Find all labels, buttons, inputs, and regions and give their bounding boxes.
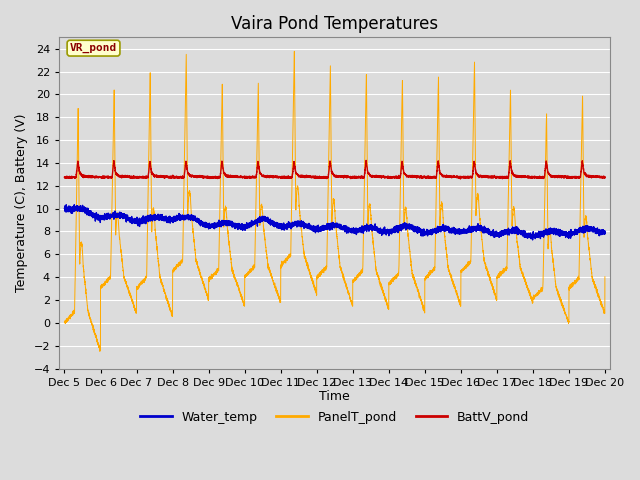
Title: Vaira Pond Temperatures: Vaira Pond Temperatures <box>231 15 438 33</box>
Text: VR_pond: VR_pond <box>70 43 117 53</box>
Legend: Water_temp, PanelT_pond, BattV_pond: Water_temp, PanelT_pond, BattV_pond <box>135 406 534 429</box>
Y-axis label: Temperature (C), Battery (V): Temperature (C), Battery (V) <box>15 114 28 292</box>
X-axis label: Time: Time <box>319 390 350 403</box>
